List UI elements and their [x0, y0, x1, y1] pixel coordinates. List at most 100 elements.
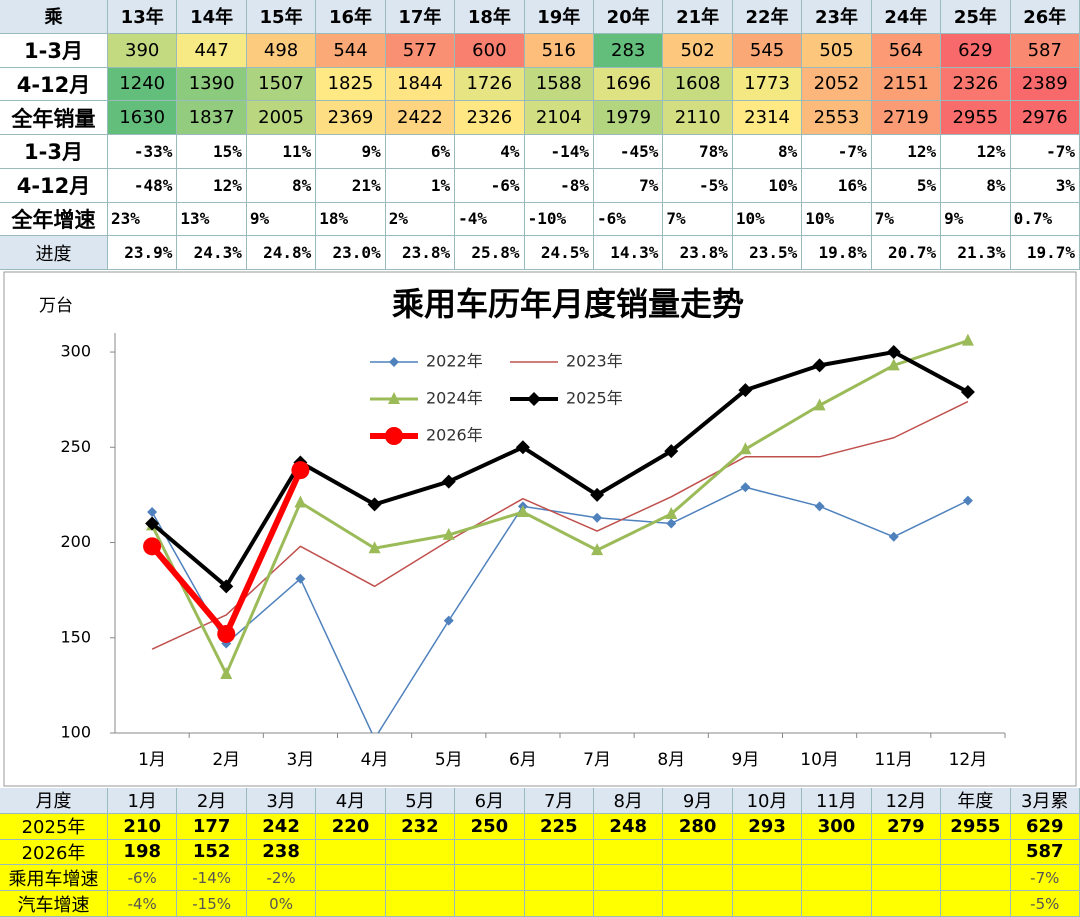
marker — [527, 392, 541, 406]
table-cell: 16% — [802, 168, 872, 203]
table-cell: 0.7% — [1010, 202, 1080, 237]
x-tick-label: 7月 — [583, 750, 611, 770]
x-tick-label: 1月 — [138, 750, 166, 770]
table-cell: 12月 — [871, 788, 942, 814]
marker — [887, 358, 900, 371]
marker — [217, 624, 236, 643]
chart-frame — [3, 271, 1077, 787]
table-cell: 225 — [524, 813, 594, 840]
marker — [389, 357, 399, 367]
table-cell: 2422 — [385, 101, 456, 135]
table-cell: 全年销量 — [0, 101, 108, 135]
table-cell: 月度 — [0, 788, 108, 814]
table-cell: 12% — [177, 168, 247, 203]
table-cell — [316, 839, 386, 866]
table-cell — [871, 865, 942, 892]
table-cell — [385, 839, 456, 866]
table-cell: 1月 — [108, 788, 178, 814]
table-cell: 1696 — [594, 67, 664, 102]
table-cell: 280 — [663, 813, 733, 840]
table-cell: 10月 — [732, 788, 803, 814]
table-cell: 293 — [732, 813, 803, 840]
y-axis-label: 万台 — [39, 296, 73, 316]
table-cell: 1844 — [385, 67, 456, 102]
table-cell: 12% — [871, 135, 942, 169]
x-tick-label: 6月 — [509, 750, 537, 770]
table-cell: 232 — [385, 813, 456, 840]
table-cell: 4% — [455, 135, 525, 169]
table-cell: 13年 — [108, 0, 178, 34]
table-cell: 19.8% — [802, 236, 872, 270]
table-cell: 564 — [871, 33, 942, 68]
table-cell: 242 — [246, 813, 317, 840]
table-cell: -8% — [524, 168, 594, 203]
table-cell: 9% — [941, 202, 1011, 237]
table-cell: 78% — [663, 135, 733, 169]
table-cell: 1507 — [246, 67, 317, 102]
table-cell: 10% — [732, 202, 803, 237]
table-cell: 23% — [108, 202, 178, 237]
table-cell: 2052 — [802, 67, 872, 102]
y-tick-label: 150 — [60, 627, 91, 646]
table-cell: 4-12月 — [0, 168, 108, 203]
table-cell: 4-12月 — [0, 67, 108, 102]
table-cell: 14.3% — [594, 236, 664, 270]
table-cell: 19.7% — [1010, 236, 1080, 270]
legend-label: 2023年 — [566, 352, 623, 371]
x-tick-label: 12月 — [949, 750, 988, 770]
marker — [664, 444, 679, 459]
table-cell: 2026年 — [0, 839, 108, 866]
table-cell — [732, 839, 803, 866]
table-cell: -45% — [594, 135, 664, 169]
table-cell: 238 — [246, 839, 317, 866]
table-cell: 3% — [1010, 168, 1080, 203]
table-cell: 6% — [385, 135, 456, 169]
marker — [368, 541, 381, 554]
table-cell: 2% — [385, 202, 456, 237]
table-cell — [732, 891, 803, 917]
table-cell: 250 — [455, 813, 525, 840]
table-cell: 8% — [246, 168, 317, 203]
table-cell — [524, 891, 594, 917]
table-cell: 2005 — [246, 101, 317, 135]
table-cell: 进度 — [0, 236, 108, 270]
marker — [219, 579, 234, 594]
table-cell: 498 — [246, 33, 317, 68]
table-cell: 5% — [871, 168, 942, 203]
table-cell: 25.8% — [455, 236, 525, 270]
table-cell: 1630 — [108, 101, 178, 135]
table-cell — [316, 891, 386, 917]
table-cell: 21年 — [663, 0, 733, 34]
table-cell: -6% — [108, 865, 178, 892]
marker — [738, 383, 753, 398]
table-cell — [455, 865, 525, 892]
table-cell: 152 — [177, 839, 247, 866]
table-cell: -14% — [524, 135, 594, 169]
chart-title: 乘用车历年月度销量走势 — [392, 285, 744, 323]
marker — [739, 442, 752, 455]
marker — [591, 543, 604, 556]
table-cell — [455, 891, 525, 917]
table-cell: -33% — [108, 135, 178, 169]
table-cell: 1825 — [316, 67, 386, 102]
table-cell: 24.8% — [246, 236, 317, 270]
table-cell — [594, 865, 664, 892]
table-cell: 10% — [802, 202, 872, 237]
table-cell: 1-3月 — [0, 33, 108, 68]
table-cell: -6% — [594, 202, 664, 237]
x-tick-label: 8月 — [657, 750, 685, 770]
x-tick-label: 3月 — [287, 750, 315, 770]
table-cell: 1240 — [108, 67, 178, 102]
table-cell: 248 — [594, 813, 664, 840]
table-cell: 390 — [108, 33, 178, 68]
marker — [442, 527, 455, 540]
marker — [813, 398, 826, 411]
table-cell: 全年增速 — [0, 202, 108, 237]
y-tick-label: 300 — [60, 342, 91, 361]
table-cell: 9% — [246, 202, 317, 237]
series-line — [151, 486, 969, 733]
table-cell: -48% — [108, 168, 178, 203]
table-cell: 23.8% — [385, 236, 456, 270]
table-cell: 2369 — [316, 101, 386, 135]
table-cell — [802, 839, 872, 866]
